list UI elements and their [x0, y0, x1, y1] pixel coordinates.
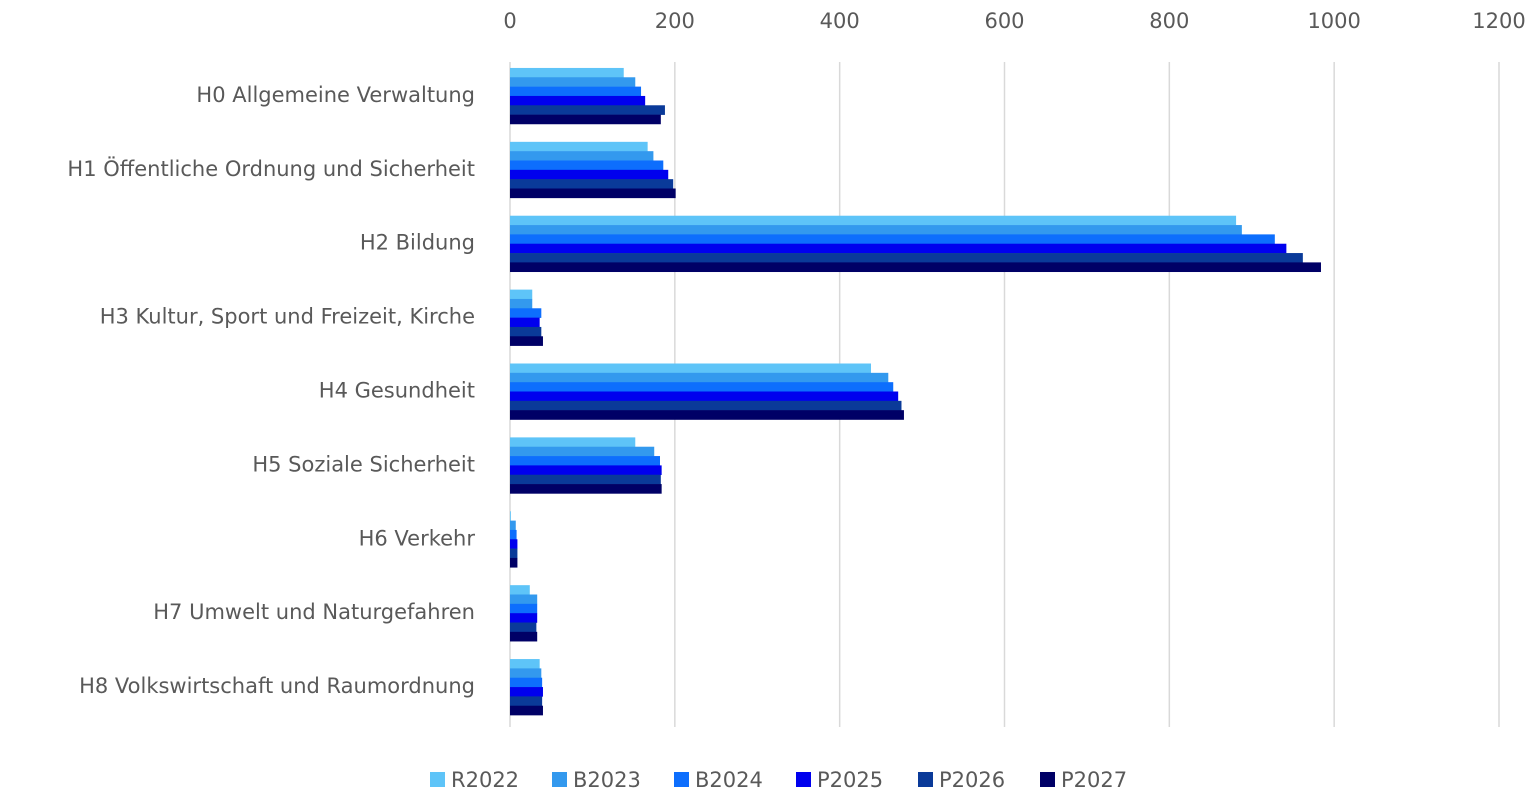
- bar: [510, 400, 902, 411]
- bar: [510, 677, 543, 688]
- bar: [510, 465, 662, 476]
- bar: [510, 659, 540, 669]
- bar: [510, 705, 543, 716]
- legend-label: P2027: [1061, 768, 1127, 792]
- legend-swatch: [1040, 772, 1055, 787]
- legend-label: B2023: [573, 768, 641, 792]
- bar: [510, 262, 1321, 273]
- bar: [510, 594, 538, 605]
- bar: [510, 613, 538, 623]
- y-tick-label: H6 Verkehr: [359, 526, 476, 550]
- bar: [510, 160, 664, 171]
- legend-swatch: [552, 772, 567, 787]
- bar: [510, 308, 542, 318]
- bar: [510, 225, 1242, 235]
- legend-swatch: [918, 772, 933, 787]
- bar: [510, 188, 676, 199]
- bar: [510, 437, 636, 448]
- x-tick-label: 600: [984, 9, 1024, 33]
- bar: [510, 484, 662, 494]
- x-tick-label: 1000: [1307, 9, 1360, 33]
- y-tick-label: H2 Bildung: [360, 231, 475, 255]
- y-tick-label: H0 Allgemeine Verwaltung: [196, 83, 475, 107]
- bar: [510, 696, 543, 707]
- bar: [510, 391, 899, 402]
- bar: [510, 67, 624, 78]
- bar: [510, 215, 1237, 226]
- x-tick-label: 0: [503, 9, 516, 33]
- bar: [510, 631, 538, 642]
- y-tick-label: H7 Umwelt und Naturgefahren: [153, 600, 475, 624]
- bar: [510, 529, 517, 540]
- legend-label: P2026: [939, 768, 1005, 792]
- bar: [510, 622, 537, 633]
- bar: [510, 234, 1275, 245]
- bar: [510, 326, 542, 337]
- bar: [510, 382, 894, 392]
- y-tick-label: H1 Öffentliche Ordnung und Sicherheit: [67, 156, 475, 181]
- legend-label: B2024: [695, 768, 763, 792]
- bar: [510, 456, 660, 466]
- y-tick-label: H5 Soziale Sicherheit: [252, 452, 475, 476]
- legend-swatch: [674, 772, 689, 787]
- bar: [510, 336, 543, 346]
- bar: [510, 253, 1303, 263]
- y-tick-label: H8 Volkswirtschaft und Raumordnung: [79, 674, 475, 698]
- bar: [510, 363, 871, 374]
- bar: [510, 668, 542, 679]
- bar: [510, 289, 533, 300]
- bar: [510, 474, 661, 485]
- x-tick-label: 200: [655, 9, 695, 33]
- bar: [510, 298, 533, 309]
- bar: [510, 317, 540, 328]
- legend-label: R2022: [451, 768, 519, 792]
- bar: [510, 511, 511, 521]
- x-tick-label: 400: [820, 9, 860, 33]
- bar: [510, 151, 654, 161]
- bar: [510, 687, 543, 697]
- bar: [510, 95, 646, 106]
- legend-swatch: [796, 772, 811, 787]
- bar: [510, 410, 904, 420]
- bar: [510, 243, 1287, 254]
- bar: [510, 141, 648, 152]
- bar: [510, 179, 674, 189]
- y-tick-label: H3 Kultur, Sport und Freizeit, Kirche: [100, 305, 475, 329]
- y-tick-label: H4 Gesundheit: [319, 379, 475, 403]
- bar: [510, 105, 665, 115]
- legend-label: P2025: [817, 768, 883, 792]
- bar: [510, 539, 518, 549]
- x-tick-label: 1200: [1472, 9, 1525, 33]
- bar: [510, 86, 642, 97]
- bar: [510, 446, 655, 457]
- bar: [510, 548, 518, 559]
- bar: [510, 114, 661, 125]
- bar: [510, 520, 516, 531]
- bar: [510, 585, 530, 595]
- legend-swatch: [430, 772, 445, 787]
- bar: [510, 557, 518, 568]
- bar: [510, 603, 538, 614]
- bar: [510, 169, 669, 180]
- bar: [510, 77, 636, 87]
- x-tick-label: 800: [1149, 9, 1189, 33]
- bar: [510, 372, 889, 383]
